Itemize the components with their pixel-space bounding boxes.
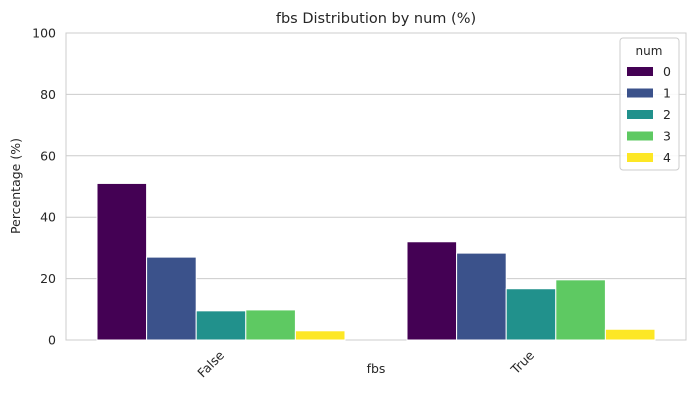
bar-true-num-4 [604,328,656,341]
legend-swatch-1 [627,88,653,98]
legend: num 0 1 2 3 4 [619,37,680,171]
plot-area-frame [65,32,687,341]
legend-label-4: 4 [663,150,671,165]
x-axis-label: fbs [367,361,386,376]
y-tick-label: 80 [40,87,56,102]
y-tick-label: 100 [32,26,56,41]
legend-label-3: 3 [663,129,671,144]
legend-swatch-3 [627,131,653,141]
legend-label-2: 2 [663,107,671,122]
legend-swatch-0 [627,67,653,76]
y-tick-label: 40 [40,210,56,225]
y-axis-label: Percentage (%) [8,138,23,234]
y-tick-labels: 0 20 40 60 80 100 [32,26,56,348]
legend-label-1: 1 [663,86,671,101]
legend-swatch-4 [627,153,653,162]
legend-label-0: 0 [663,64,671,79]
bar-false-num-2 [195,310,247,341]
bar-false-num-4 [294,330,346,341]
chart-title: fbs Distribution by num (%) [276,11,476,27]
bar-true-num-2 [505,288,557,341]
bar-false-num-0 [96,182,148,341]
bars-group [96,182,656,341]
bar-true-num-1 [456,252,507,341]
y-tick-label: 0 [48,333,56,348]
bar-false-num-1 [146,256,197,341]
bar-true-num-0 [406,241,458,341]
bar-true-num-3 [555,279,606,341]
y-tick-label: 60 [40,148,56,163]
legend-title: num [636,44,663,58]
bar-false-num-3 [245,309,296,341]
legend-items: 0 1 2 3 4 [627,64,671,165]
y-tick-label: 20 [40,271,56,286]
legend-swatch-2 [627,110,653,119]
